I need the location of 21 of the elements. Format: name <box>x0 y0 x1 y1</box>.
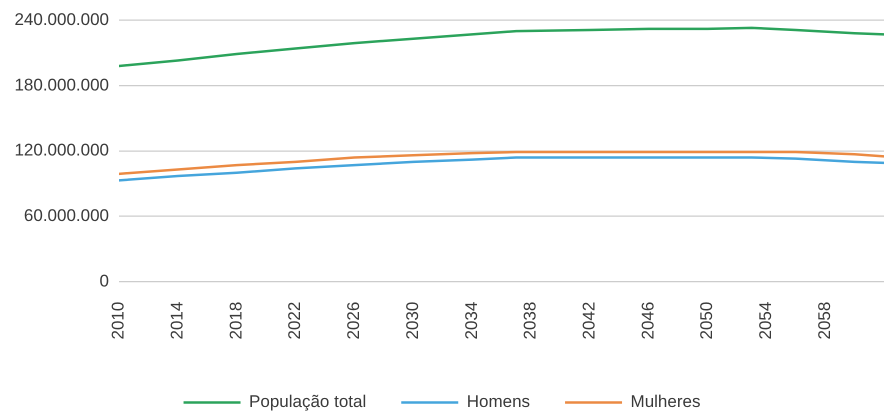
x-tick-label: 2058 <box>814 302 834 340</box>
legend-label: Homens <box>466 392 530 412</box>
legend-label: População total <box>249 392 366 412</box>
y-tick-label: 240.000.000 <box>14 10 109 29</box>
x-tick-label: 2014 <box>168 302 187 340</box>
x-tick-label: 2042 <box>579 302 598 340</box>
x-tick-label: 2022 <box>285 302 304 340</box>
x-tick-label: 2038 <box>520 302 540 340</box>
legend-label: Mulheres <box>630 392 700 412</box>
x-tick-label: 2018 <box>226 302 246 340</box>
y-tick-label: 120.000.000 <box>14 140 109 160</box>
x-tick-label: 2050 <box>697 302 716 340</box>
x-tick-label: 2026 <box>344 302 364 340</box>
x-tick-label: 2054 <box>756 302 775 340</box>
y-tick-label: 180.000.000 <box>14 75 109 94</box>
x-tick-label: 2010 <box>108 302 128 340</box>
x-tick-label: 2030 <box>402 302 422 340</box>
x-tick-label: 2034 <box>462 302 481 340</box>
x-tick-label: 2046 <box>638 302 658 340</box>
y-tick-label: 0 <box>100 271 109 290</box>
y-tick-label: 60.000.000 <box>24 206 109 225</box>
